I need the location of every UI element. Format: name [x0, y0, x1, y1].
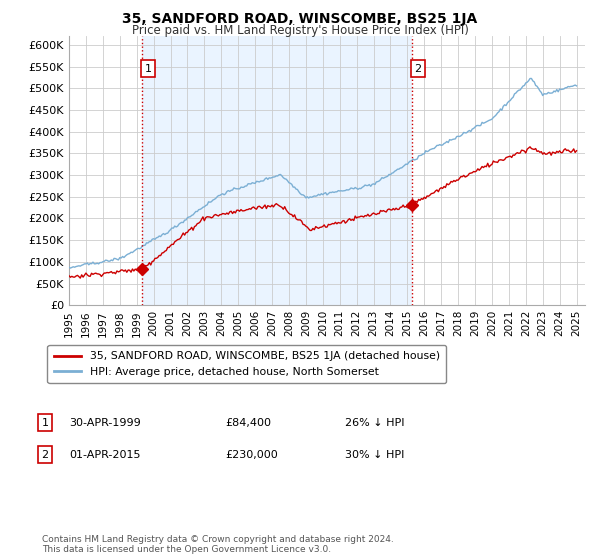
Text: 35, SANDFORD ROAD, WINSCOMBE, BS25 1JA: 35, SANDFORD ROAD, WINSCOMBE, BS25 1JA: [122, 12, 478, 26]
Text: Price paid vs. HM Land Registry's House Price Index (HPI): Price paid vs. HM Land Registry's House …: [131, 24, 469, 37]
Text: 30% ↓ HPI: 30% ↓ HPI: [345, 450, 404, 460]
Text: 30-APR-1999: 30-APR-1999: [69, 418, 141, 428]
Legend: 35, SANDFORD ROAD, WINSCOMBE, BS25 1JA (detached house), HPI: Average price, det: 35, SANDFORD ROAD, WINSCOMBE, BS25 1JA (…: [47, 345, 446, 383]
Text: 2: 2: [41, 450, 49, 460]
Text: 2: 2: [414, 64, 421, 74]
Text: Contains HM Land Registry data © Crown copyright and database right 2024.
This d: Contains HM Land Registry data © Crown c…: [42, 535, 394, 554]
Text: £84,400: £84,400: [225, 418, 271, 428]
Text: 01-APR-2015: 01-APR-2015: [69, 450, 140, 460]
Text: 1: 1: [41, 418, 49, 428]
Text: 1: 1: [145, 64, 152, 74]
Text: £230,000: £230,000: [225, 450, 278, 460]
Bar: [142, 36, 412, 305]
Text: 26% ↓ HPI: 26% ↓ HPI: [345, 418, 404, 428]
